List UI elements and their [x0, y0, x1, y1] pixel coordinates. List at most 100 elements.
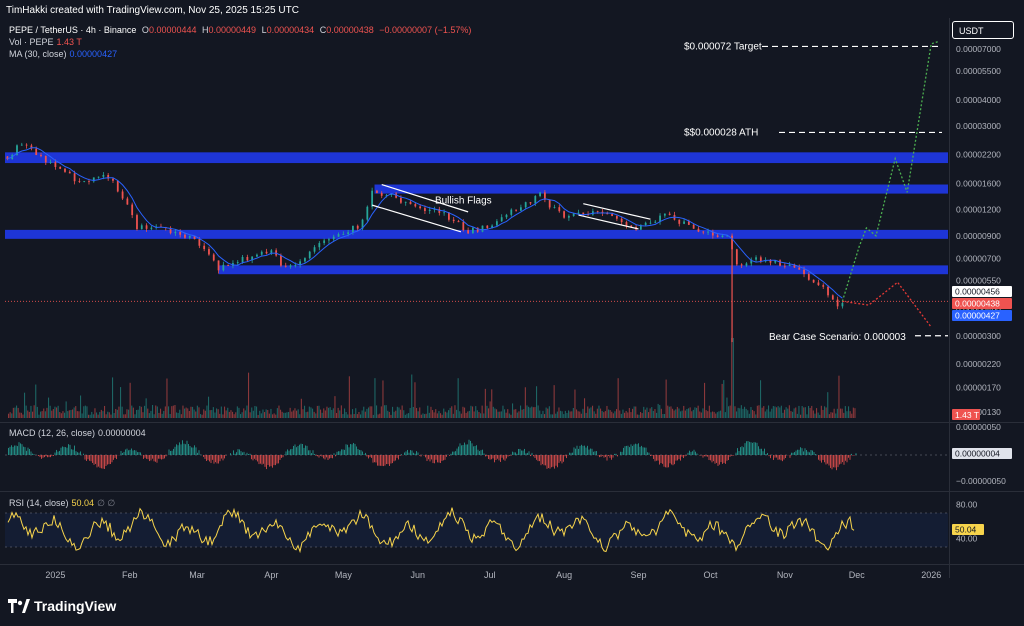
volume-bar: [185, 407, 187, 418]
volume-last-label: 1.43 T: [955, 410, 979, 420]
volume-bar: [136, 409, 138, 418]
macd-bar: [761, 448, 762, 455]
volume-bar: [440, 413, 442, 418]
volume-bar: [464, 407, 466, 418]
volume-bar: [648, 412, 650, 418]
volume-bar: [488, 408, 490, 418]
candle-body: [740, 264, 743, 266]
macd-bar: [78, 452, 80, 455]
macd-bar: [737, 448, 738, 455]
volume-bar: [356, 414, 358, 418]
main-legend: PEPE / TetherUS · 4h · Binance O0.000004…: [9, 25, 474, 35]
volume-bar: [139, 405, 141, 418]
volume-bar: [155, 405, 157, 418]
volume-bar: [811, 405, 813, 418]
volume-bar: [190, 406, 192, 418]
macd-value: 0.00000004: [98, 428, 146, 438]
macd-bar: [26, 450, 27, 455]
macd-bar: [363, 454, 365, 455]
macd-bar: [599, 455, 600, 458]
macd-bar: [534, 455, 536, 458]
volume-bar: [518, 411, 520, 418]
candle-body: [486, 225, 489, 229]
macd-bar: [486, 455, 488, 457]
volume-bar: [830, 412, 832, 418]
macd-bar: [158, 455, 159, 459]
volume-bar: [638, 414, 640, 418]
volume-bar: [507, 409, 509, 418]
volume-bar: [564, 410, 566, 418]
volume-bar: [118, 406, 120, 418]
macd-bar: [32, 453, 33, 455]
volume-bar: [140, 406, 142, 418]
macd-bar: [644, 447, 645, 455]
volume-bar: [728, 406, 730, 418]
volume-bar: [808, 405, 810, 418]
macd-bar: [780, 455, 782, 461]
macd-bar: [362, 451, 363, 455]
macd-bar: [414, 453, 416, 455]
macd-bar: [224, 455, 225, 459]
volume-bar: [838, 375, 840, 418]
volume-bar: [835, 413, 837, 418]
macd-bar: [678, 455, 680, 460]
volume-bar: [168, 406, 170, 418]
volume-bar: [288, 412, 290, 418]
volume-bar: [313, 411, 315, 418]
macd-bar: [812, 450, 813, 455]
bear-case-annotation: Bear Case Scenario: 0.000003: [769, 332, 906, 343]
macd-bar: [615, 453, 617, 455]
volume-bar: [763, 406, 765, 418]
macd-bar: [318, 455, 320, 458]
macd-bar: [324, 455, 326, 460]
macd-bar: [492, 455, 494, 459]
candle-body: [452, 219, 455, 222]
volume-bar: [616, 409, 618, 418]
candle-body: [448, 212, 450, 220]
macd-bar: [557, 455, 558, 468]
candle-body: [121, 191, 124, 199]
macd-bar: [672, 455, 674, 466]
volume-bar: [636, 414, 638, 418]
macd-bar: [306, 445, 308, 455]
macd-bar: [725, 455, 726, 464]
macd-bar: [825, 455, 827, 465]
volume-bar: [265, 409, 267, 418]
candle-body: [707, 231, 709, 233]
macd-bar: [62, 446, 63, 455]
volume-bar: [457, 378, 459, 418]
volume-bar: [113, 412, 115, 418]
currency-button[interactable]: USDT: [952, 21, 1014, 39]
volume-bar: [614, 411, 616, 418]
volume-bar: [699, 411, 701, 418]
macd-bar: [770, 455, 771, 459]
macd-bar: [237, 449, 239, 455]
volume-bar: [603, 412, 605, 418]
volume-bar: [251, 407, 253, 418]
macd-bar: [579, 445, 581, 455]
volume-bar: [424, 414, 426, 418]
macd-bar: [173, 448, 174, 455]
volume-bar: [374, 378, 376, 418]
candle-body: [457, 221, 460, 223]
candle-body: [582, 212, 585, 215]
candle-body: [328, 239, 330, 241]
volume-bar: [395, 410, 397, 418]
volume-bar: [500, 411, 502, 418]
volume-bar: [150, 410, 152, 418]
volume-bar: [388, 411, 390, 418]
candle-body: [836, 299, 839, 307]
volume-bar: [11, 413, 13, 418]
macd-bar: [782, 455, 783, 462]
volume-bar: [222, 414, 224, 418]
symbol-label[interactable]: PEPE / TetherUS · 4h · Binance: [9, 25, 137, 35]
macd-bar: [432, 455, 434, 464]
candle-body: [241, 256, 244, 263]
macd-bar: [291, 448, 293, 455]
volume-bar: [212, 407, 214, 418]
volume-bar: [555, 413, 557, 418]
macd-bar: [687, 452, 689, 455]
macd-bar: [197, 452, 198, 455]
volume-bar: [340, 405, 342, 418]
